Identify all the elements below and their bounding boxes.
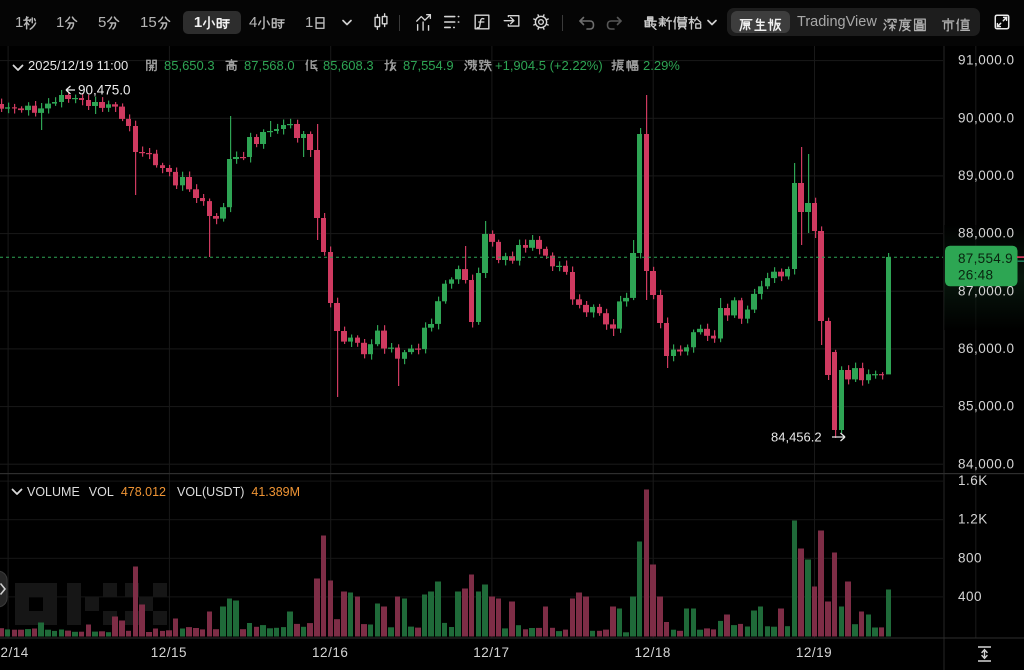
svg-text:400: 400	[958, 589, 982, 604]
svg-text:91,000.0: 91,000.0	[958, 53, 1015, 68]
svg-text:12/16: 12/16	[312, 645, 348, 660]
svg-text:85,000.0: 85,000.0	[958, 399, 1015, 414]
svg-text:84,000.0: 84,000.0	[958, 456, 1015, 471]
svg-text:87,554.9: 87,554.9	[958, 251, 1013, 266]
svg-text:88,000.0: 88,000.0	[958, 226, 1015, 241]
svg-text:12/19: 12/19	[796, 645, 832, 660]
svg-text:12/17: 12/17	[473, 645, 509, 660]
svg-text:86,000.0: 86,000.0	[958, 341, 1015, 356]
svg-text:1.2K: 1.2K	[958, 512, 988, 527]
svg-text:12/15: 12/15	[151, 645, 187, 660]
svg-text:26:48: 26:48	[958, 267, 993, 282]
svg-text:2/14: 2/14	[1, 645, 29, 660]
svg-text:87,000.0: 87,000.0	[958, 283, 1015, 298]
svg-text:800: 800	[958, 550, 982, 565]
svg-text:1.6K: 1.6K	[958, 473, 988, 488]
svg-text:89,000.0: 89,000.0	[958, 168, 1015, 183]
svg-text:84,456.2: 84,456.2	[771, 430, 822, 445]
svg-text:90,000.0: 90,000.0	[958, 110, 1015, 125]
svg-text:12/18: 12/18	[635, 645, 671, 660]
svg-text:90,475.0: 90,475.0	[78, 83, 131, 98]
